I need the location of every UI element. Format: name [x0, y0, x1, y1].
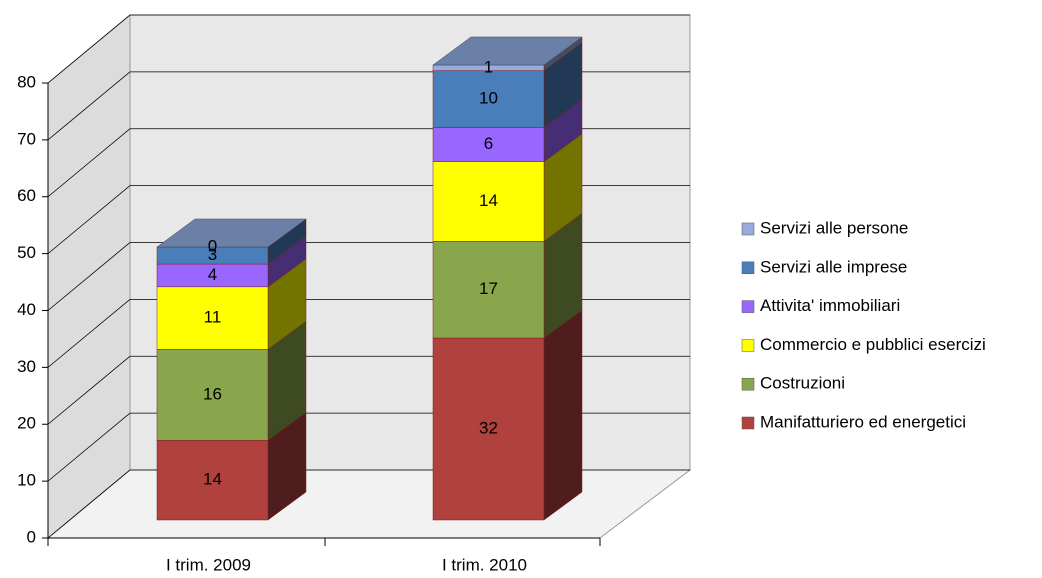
y-tick-label: 80 — [17, 72, 36, 91]
legend-swatch — [741, 261, 755, 275]
bar — [432, 70, 545, 128]
data-label: 10 — [479, 89, 498, 108]
data-label: 16 — [203, 384, 222, 403]
y-tick-label: 40 — [17, 300, 36, 319]
bar-side — [543, 309, 583, 521]
data-label: 32 — [479, 418, 498, 437]
bar-top — [156, 218, 307, 248]
data-label: 4 — [208, 265, 217, 284]
bar — [156, 286, 269, 350]
y-tick-label: 70 — [17, 129, 36, 148]
y-tick-label: 20 — [17, 414, 36, 433]
y-tick-label: 0 — [27, 527, 36, 546]
bar — [156, 440, 269, 521]
bar — [156, 349, 269, 441]
legend-swatch — [741, 300, 755, 313]
legend-label: Servizi alle persone — [760, 218, 908, 237]
data-label: 1 — [484, 57, 493, 76]
data-label: 17 — [479, 279, 498, 298]
legend-label: Commercio e pubblici esercizi — [760, 335, 986, 354]
y-tick-label: 30 — [17, 357, 36, 376]
bar-top — [432, 36, 583, 66]
bar — [432, 241, 545, 339]
data-label: 14 — [479, 191, 498, 210]
floor — [46, 469, 692, 539]
legend-label: Attivita' immobiliari — [760, 296, 900, 315]
x-tick-label: I trim. 2010 — [442, 555, 527, 574]
data-label: 11 — [204, 308, 222, 327]
legend-swatch — [741, 339, 755, 352]
bar — [432, 337, 545, 521]
grid-line — [47, 14, 690, 84]
data-label: 0 — [208, 236, 217, 255]
data-label: 6 — [484, 134, 493, 153]
data-label: 14 — [203, 470, 222, 489]
legend-label: Manifatturiero ed energetici — [760, 412, 966, 431]
legend-swatch — [741, 377, 755, 391]
legend-label: Costruzioni — [760, 374, 845, 393]
y-tick-label: 10 — [17, 471, 36, 490]
data-label: 3 — [208, 245, 217, 264]
legend-swatch — [741, 222, 755, 236]
y-tick-label: 50 — [17, 243, 36, 262]
bar — [432, 161, 545, 242]
legend-swatch — [741, 416, 755, 430]
legend-label: Servizi alle imprese — [760, 257, 907, 276]
x-tick-label: I trim. 2009 — [166, 555, 251, 574]
y-tick-label: 60 — [17, 186, 36, 205]
